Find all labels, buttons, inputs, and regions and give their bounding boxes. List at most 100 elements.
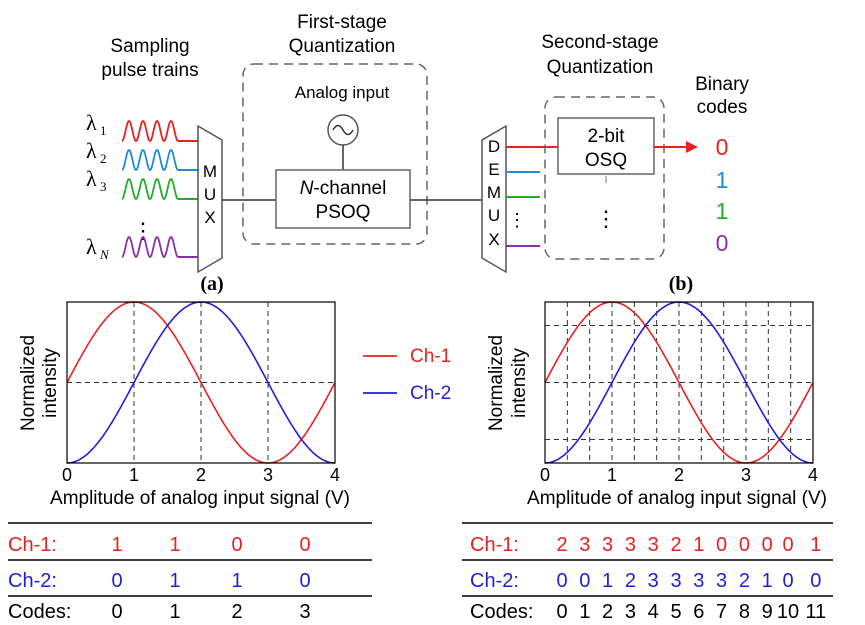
panel-b-xtick-1: 1 — [607, 465, 617, 485]
pulse-train-2 — [121, 149, 179, 171]
binary-title-line2: codes — [697, 97, 748, 118]
panel-b-table-cell-0-1: 3 — [579, 534, 590, 556]
panel-b-table-cell-0-2: 3 — [602, 534, 613, 556]
panel-a-table-cell-2-2: 2 — [231, 601, 242, 623]
analog-input-label: Analog input — [295, 83, 390, 102]
wavelength-label-2: λ 2 — [86, 138, 107, 166]
panel-a-table-cell-1-0: 0 — [111, 570, 122, 592]
panel-b-table: Ch-1: 2 3 3 3 3 2 1 0 0 0 0 1Ch-2: 0 0 1 2 3 3 3 3 2 1 0 0Codes:… — [470, 534, 826, 623]
panel-b-table-cell-1-8: 2 — [739, 570, 750, 592]
output-arrow-icon — [686, 141, 698, 153]
panel-b-table-cell-2-8: 8 — [739, 601, 750, 623]
panel-b-label: (b) — [669, 273, 693, 295]
wavelength-label-3: λ 3 — [86, 166, 107, 194]
panel-b-table-cell-0-3: 3 — [625, 534, 636, 556]
panel-b-table-cell-2-3: 3 — [625, 601, 636, 623]
panel-a-xtick-3: 3 — [263, 465, 273, 485]
psoq-label-line2: PSOQ — [316, 202, 371, 223]
second-stage-title-line2: Quantization — [547, 57, 654, 78]
panel-b-table-cell-2-7: 7 — [716, 601, 727, 623]
demux-letter-e: E — [488, 160, 499, 179]
demux-letter-m: M — [487, 183, 501, 202]
panel-b-table-cell-0-11: 1 — [810, 534, 821, 556]
panel-a-xlabel: Amplitude of analog input signal (V) — [50, 488, 350, 509]
panel-b-table-cell-2-6: 6 — [693, 601, 704, 623]
mux-letter-u: U — [204, 185, 216, 204]
panel-b-xtick-2: 2 — [674, 465, 684, 485]
wavelength-label-n: λ N — [86, 234, 110, 262]
panel-a-table-cell-2-3: 3 — [299, 601, 310, 623]
demux-dots: ⋮ — [508, 210, 526, 230]
panel-b-table-cell-1-4: 3 — [648, 570, 659, 592]
panel-b-table-cell-2-2: 2 — [602, 601, 613, 623]
panel-b-table-cell-0-8: 0 — [739, 534, 750, 556]
panel-b-table-row-label-0: Ch-1: — [470, 534, 519, 556]
binary-title-line1: Binary — [695, 74, 749, 95]
panel-b-xtick-0: 0 — [540, 465, 550, 485]
panel-a-table-cell-0-2: 0 — [231, 534, 242, 556]
panel-b-table-cell-1-11: 0 — [810, 570, 821, 592]
panel-b-table-cell-1-9: 1 — [762, 570, 773, 592]
panel-b-xtick-3: 3 — [741, 465, 751, 485]
panel-b-table-cell-0-0: 2 — [556, 534, 567, 556]
panel-b-table-cell-1-2: 1 — [602, 570, 613, 592]
panel-a-table: Ch-1: 1 1 0 0 Ch-2: 0 1 1 0 Codes: 0 1 2 3 — [8, 534, 311, 623]
panel-a-table-cell-1-2: 1 — [231, 570, 242, 592]
panel-b-table-cell-0-10: 0 — [782, 534, 793, 556]
panel-a-table-cell-0-0: 1 — [111, 534, 122, 556]
wavelength-label-1: λ 1 — [86, 110, 107, 138]
svg-text:λ: λ — [86, 166, 97, 191]
panel-a-table-row-label-2: Codes: — [8, 601, 71, 623]
panel-b-table-row-label-2: Codes: — [470, 601, 533, 623]
legend-label-ch2: Ch-2 — [410, 383, 451, 404]
panel-a-xtick-1: 1 — [129, 465, 139, 485]
pulse-train-1 — [121, 120, 179, 142]
panel-b-xtick-4: 4 — [808, 465, 818, 485]
panel-b-xlabel: Amplitude of analog input signal (V) — [527, 488, 827, 509]
mux-block — [197, 124, 223, 274]
wavelength-dots: ⋮ — [132, 218, 154, 243]
first-stage-title-line1: First-stage — [297, 12, 387, 33]
svg-text:λ: λ — [86, 138, 97, 163]
osq-block — [557, 117, 655, 175]
demux-letter-x: X — [488, 230, 499, 249]
panel-b-table-cell-1-5: 3 — [670, 570, 681, 592]
panel-a-table-cell-2-1: 1 — [169, 601, 180, 623]
panel-b-table-cell-1-7: 3 — [716, 570, 727, 592]
second-stage-dashed-box — [544, 96, 665, 260]
panel-a-table-row-label-0: Ch-1: — [8, 534, 57, 556]
panel-b-curve-ch1 — [544, 301, 814, 464]
psoq-label-line1: N-channel — [300, 178, 387, 199]
binary-code-2: 1 — [716, 167, 729, 193]
sine-symbol-icon — [332, 124, 354, 136]
panel-b-table-cell-2-10: 10 — [777, 601, 799, 623]
osq-label-line1: 2-bit — [588, 126, 626, 147]
svg-text:λ: λ — [86, 234, 97, 259]
panel-a-table-cell-0-1: 1 — [169, 534, 180, 556]
panel-b-table-cell-2-9: 9 — [762, 601, 773, 623]
first-stage-title-line2: Quantization — [289, 36, 396, 57]
second-stage-title-line1: Second-stage — [541, 32, 658, 53]
panel-a-xtick-0: 0 — [62, 465, 72, 485]
svg-text:2: 2 — [100, 151, 107, 166]
panel-b-table-cell-0-4: 3 — [648, 534, 659, 556]
panel-b-table-cell-0-5: 2 — [670, 534, 681, 556]
panel-b-table-cell-2-11: 11 — [805, 601, 826, 623]
panel-b-table-cell-2-1: 1 — [579, 601, 590, 623]
sampling-title-line1: Sampling — [110, 36, 189, 57]
panel-a-ylabel-line1: Normalized — [18, 335, 39, 431]
panel-b-table-cell-1-0: 0 — [556, 570, 567, 592]
panel-b-table-cell-2-0: 0 — [556, 601, 567, 623]
psoq-block — [275, 169, 411, 229]
panel-a-frame — [66, 301, 336, 464]
panel-a-xtick-2: 2 — [196, 465, 206, 485]
panel-b-table-row-label-1: Ch-2: — [470, 570, 519, 592]
panel-b-table-cell-2-5: 5 — [670, 601, 681, 623]
osq-label-line2: OSQ — [585, 150, 627, 171]
svg-text:1: 1 — [100, 123, 107, 138]
panel-b-ylabel-line1: Normalized — [486, 335, 507, 431]
panel-b-table-cell-0-7: 0 — [716, 534, 727, 556]
binary-code-3: 1 — [716, 198, 729, 224]
sampling-title-line2: pulse trains — [101, 60, 198, 81]
